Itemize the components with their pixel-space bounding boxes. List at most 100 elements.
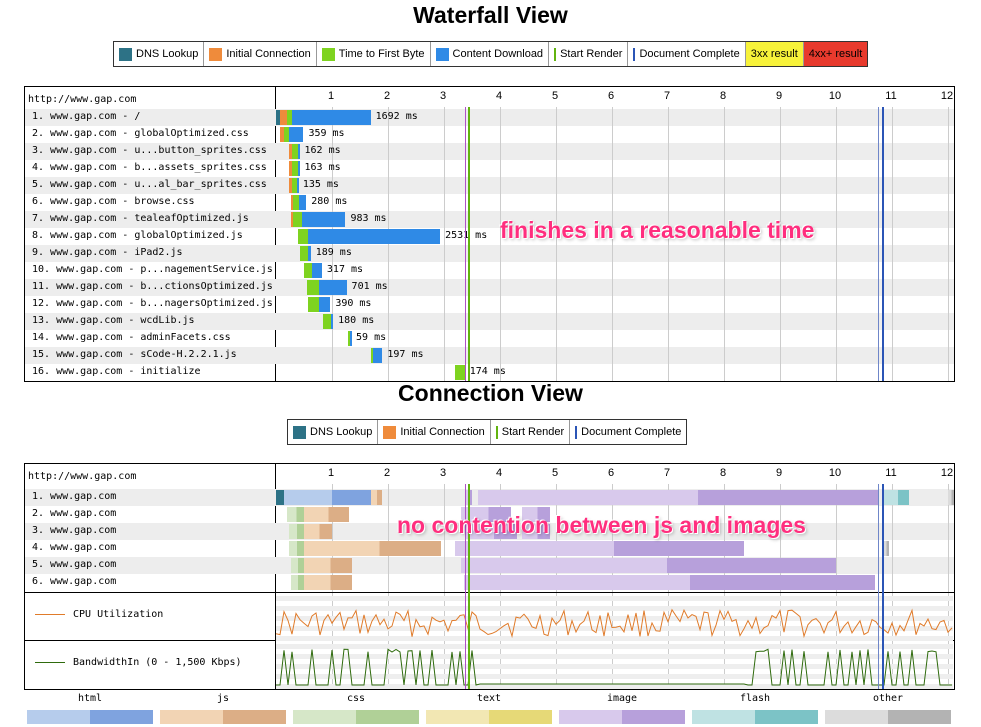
gridline	[892, 484, 893, 689]
legend-swatch	[209, 47, 223, 61]
label-column	[25, 87, 276, 381]
waterfall-row-label: 15. www.gap.com - sCode-H.2.2.1.js	[32, 349, 237, 360]
tick-label-7: 7	[663, 90, 671, 102]
connection-segment-css	[289, 541, 304, 556]
legend-label: 3xx result	[750, 48, 798, 60]
gridline	[948, 107, 949, 381]
connection-segment-js	[304, 507, 349, 522]
type-legend-light	[692, 710, 755, 724]
gridline	[388, 484, 389, 689]
ttfb-bar	[347, 331, 351, 346]
type-legend-label: css	[346, 693, 366, 704]
type-legend-light	[293, 710, 356, 724]
label-column	[25, 464, 276, 689]
connection-row-label: 5. www.gap.com	[32, 559, 117, 570]
tick-label-11: 11	[885, 467, 897, 479]
connection-row-label: 4. www.gap.com	[32, 542, 117, 553]
ttfb-bar	[300, 246, 309, 261]
type-legend-label: flash	[739, 693, 771, 704]
download-bar	[298, 195, 307, 210]
legend-label: Time to First Byte	[338, 48, 425, 60]
waterfall-row	[25, 245, 954, 262]
download-bar	[350, 331, 353, 346]
gridline	[724, 107, 725, 381]
tick-label-2: 2	[383, 90, 391, 102]
connection-row-label: 3. www.gap.com	[32, 525, 117, 536]
request-time: 280 ms	[311, 196, 348, 207]
request-time: 162 ms	[304, 145, 341, 156]
dns-bar	[276, 110, 280, 125]
connection-segment-image	[466, 524, 517, 539]
connection-segment-image	[455, 541, 744, 556]
url-header: http://www.gap.com	[28, 471, 137, 482]
type-legend-dark	[755, 710, 818, 724]
gridline	[836, 107, 837, 381]
download-bar	[312, 263, 322, 278]
legend-label: 4xx+ result	[808, 48, 863, 60]
waterfall-row	[25, 347, 954, 364]
bandwidth-stripe	[276, 674, 953, 679]
legend-item-time-to-first-byte: Time to First Byte	[317, 42, 431, 66]
tick-label-8: 8	[719, 90, 727, 102]
type-legend-light	[825, 710, 888, 724]
bandwidth-stripe	[276, 644, 953, 649]
connection-chart: http://www.gap.com 1 2 3 4 5 6 7 8 9 10 11 12 1. www…	[24, 463, 955, 690]
waterfall-row	[25, 313, 954, 330]
cpu-utilization-label: CPU Utilization	[35, 609, 163, 620]
legend-swatch	[321, 47, 335, 61]
cpu-stripe	[276, 626, 953, 631]
start-render-line	[467, 107, 470, 381]
type-legend-swatch	[426, 710, 552, 724]
request-time: 1692 ms	[375, 111, 418, 122]
waterfall-row-label: 3. www.gap.com - u...button_sprites.css	[32, 145, 267, 156]
download-bar	[308, 246, 311, 261]
tick-label-3: 3	[439, 467, 447, 479]
connection-title: Connection View	[398, 380, 583, 406]
download-bar	[301, 212, 346, 227]
cpu-stripe	[276, 596, 953, 601]
waterfall-row	[25, 109, 954, 126]
connection-segment-css	[289, 524, 304, 539]
legend-item-dns-lookup: DNS Lookup	[114, 42, 205, 66]
ttfb-bar	[304, 263, 313, 278]
legend-item-initial-connection: Initial Connection	[204, 42, 317, 66]
ttfb-bar	[298, 229, 309, 244]
waterfall-row	[25, 143, 954, 160]
waterfall-legend: DNS Lookup Initial Connection Time to Firs…	[113, 41, 869, 67]
gridline	[948, 484, 949, 689]
legend-line-marker	[633, 47, 636, 61]
type-legend-flash: flash	[692, 693, 818, 727]
connect-bar	[289, 161, 293, 176]
connect-bar	[289, 144, 293, 159]
waterfall-row	[25, 211, 954, 228]
waterfall-row-label: 4. www.gap.com - b...assets_sprites.css	[32, 162, 267, 173]
legend-line-marker	[495, 425, 498, 439]
type-legend-dark	[888, 710, 951, 724]
connection-row-label: 6. www.gap.com	[32, 576, 117, 587]
connection-segment-js	[304, 575, 352, 590]
waterfall-title: Waterfall View	[413, 2, 568, 28]
type-legend-label: image	[606, 693, 638, 704]
url-header: http://www.gap.com	[28, 94, 137, 105]
bandwidth-stripe	[276, 664, 953, 669]
tick-label-11: 11	[885, 90, 897, 102]
request-time: 390 ms	[335, 298, 372, 309]
type-legend-dark	[223, 710, 286, 724]
start-render-line	[467, 484, 470, 689]
gridline	[892, 107, 893, 381]
connection-segment-image	[463, 575, 876, 590]
gridline	[444, 107, 445, 381]
download-bar	[289, 127, 304, 142]
request-time: 983 ms	[350, 213, 387, 224]
download-bar	[318, 297, 331, 312]
type-legend-light	[426, 710, 489, 724]
waterfall-row-label: 16. www.gap.com - initialize	[32, 366, 201, 377]
download-bar	[331, 314, 334, 329]
cpu-utilization-graph	[276, 608, 953, 639]
type-legend-js: js	[160, 693, 286, 727]
tick-label-4: 4	[495, 467, 503, 479]
connection-segment-css	[287, 507, 304, 522]
ttfb-bar	[283, 127, 290, 142]
legend-line-marker	[575, 425, 578, 439]
type-legend-swatch	[293, 710, 419, 724]
